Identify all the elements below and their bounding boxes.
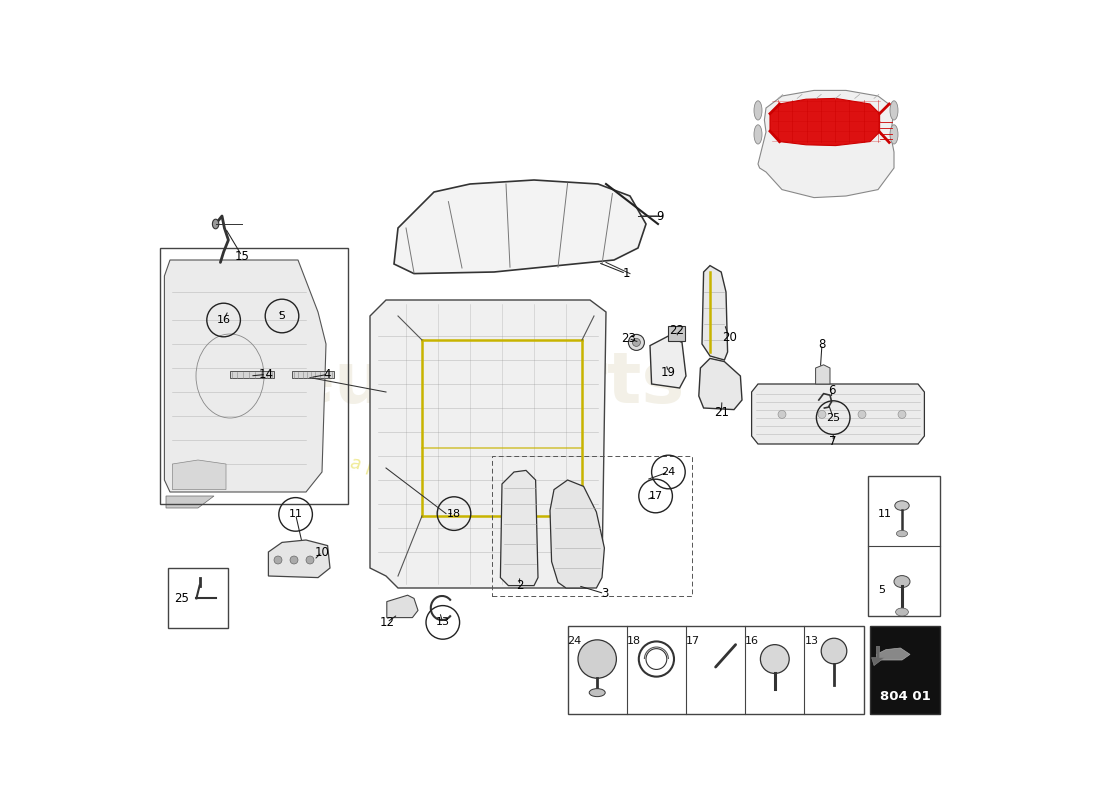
Text: 804 01: 804 01	[880, 690, 931, 702]
Text: 16: 16	[217, 315, 231, 325]
Polygon shape	[230, 371, 274, 378]
Polygon shape	[268, 540, 330, 578]
Polygon shape	[650, 336, 686, 388]
Polygon shape	[815, 365, 830, 384]
Text: 18: 18	[627, 637, 641, 646]
Text: 25: 25	[174, 592, 189, 605]
Ellipse shape	[754, 101, 762, 120]
Text: 1: 1	[623, 267, 629, 280]
Text: 14: 14	[258, 368, 274, 381]
Text: 19: 19	[661, 366, 675, 378]
Polygon shape	[702, 266, 727, 360]
Circle shape	[274, 556, 282, 564]
Circle shape	[818, 410, 826, 418]
Text: 25: 25	[826, 413, 840, 422]
Ellipse shape	[895, 608, 909, 616]
Text: 5: 5	[278, 311, 286, 321]
Polygon shape	[387, 595, 418, 618]
Polygon shape	[293, 371, 334, 378]
Ellipse shape	[896, 530, 907, 537]
Text: 6: 6	[828, 384, 835, 397]
Text: a passion parts since 1985: a passion parts since 1985	[349, 454, 591, 506]
Text: 13: 13	[804, 637, 818, 646]
Polygon shape	[500, 470, 538, 586]
Text: 5: 5	[878, 585, 886, 594]
Text: 10: 10	[315, 546, 329, 558]
Text: 11: 11	[288, 510, 302, 519]
Bar	[668, 326, 685, 341]
Ellipse shape	[894, 501, 910, 510]
Circle shape	[760, 645, 789, 674]
Polygon shape	[164, 260, 326, 492]
Polygon shape	[550, 480, 604, 588]
Text: 21: 21	[714, 406, 728, 419]
Ellipse shape	[212, 219, 219, 229]
Polygon shape	[871, 646, 884, 666]
Text: 17: 17	[649, 491, 662, 501]
Bar	[160, 248, 348, 504]
Text: 23: 23	[621, 332, 636, 345]
Text: 2: 2	[516, 579, 524, 592]
Bar	[868, 476, 940, 616]
Text: 7: 7	[829, 435, 837, 448]
Polygon shape	[394, 180, 646, 274]
Ellipse shape	[590, 689, 605, 697]
Polygon shape	[770, 98, 880, 146]
Polygon shape	[877, 648, 910, 660]
Polygon shape	[370, 300, 606, 588]
Ellipse shape	[754, 125, 762, 144]
Text: 24: 24	[661, 467, 675, 477]
Text: 3: 3	[601, 587, 608, 600]
Text: 11: 11	[878, 509, 892, 518]
Text: 18: 18	[447, 509, 461, 518]
Polygon shape	[751, 384, 924, 444]
Ellipse shape	[890, 125, 898, 144]
Ellipse shape	[894, 576, 910, 587]
Circle shape	[632, 338, 640, 346]
Bar	[568, 626, 864, 714]
Circle shape	[306, 556, 313, 564]
Text: 16: 16	[746, 637, 759, 646]
Text: 12: 12	[379, 616, 394, 629]
Circle shape	[822, 638, 847, 664]
Text: europarts: europarts	[286, 350, 685, 418]
Polygon shape	[173, 460, 225, 490]
Circle shape	[578, 640, 616, 678]
Text: 20: 20	[722, 331, 737, 344]
Ellipse shape	[890, 101, 898, 120]
Text: 17: 17	[686, 637, 701, 646]
Text: 22: 22	[669, 324, 684, 337]
Text: 9: 9	[657, 210, 664, 222]
Bar	[493, 456, 692, 596]
Circle shape	[898, 410, 906, 418]
Bar	[870, 626, 940, 714]
Circle shape	[858, 410, 866, 418]
Circle shape	[628, 334, 645, 350]
Text: 4: 4	[323, 368, 331, 381]
Text: 15: 15	[234, 250, 250, 262]
Circle shape	[290, 556, 298, 564]
Bar	[167, 568, 228, 628]
Text: 13: 13	[436, 618, 450, 627]
Polygon shape	[758, 90, 894, 198]
Text: 24: 24	[568, 637, 582, 646]
Polygon shape	[166, 496, 214, 508]
Polygon shape	[698, 358, 742, 410]
Circle shape	[778, 410, 786, 418]
Text: 8: 8	[818, 338, 826, 350]
